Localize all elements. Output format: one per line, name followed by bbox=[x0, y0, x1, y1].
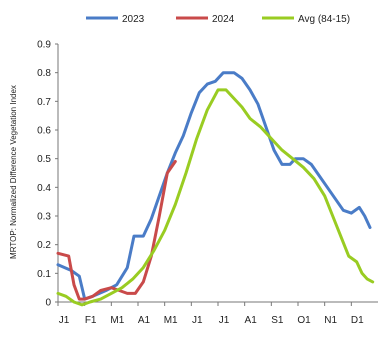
legend-label: 2024 bbox=[212, 14, 235, 25]
x-tick-label: S1 bbox=[271, 315, 284, 326]
y-tick-label: 0.9 bbox=[37, 40, 51, 51]
y-tick-label: 0.1 bbox=[37, 269, 51, 280]
plot-area bbox=[56, 71, 375, 307]
x-tick-label: F1 bbox=[85, 315, 97, 326]
legend: 2023 2024 Avg (84-15) bbox=[86, 14, 350, 25]
x-tick-label: J1 bbox=[59, 315, 70, 326]
legend-label: Avg (84-15) bbox=[298, 14, 350, 25]
y-tick-label: 0 bbox=[45, 298, 51, 309]
y-axis: 0 0.1 0.2 0.3 0.4 0.5 0.6 0.7 0.8 0.9 bbox=[37, 40, 59, 309]
y-tick-label: 0.3 bbox=[37, 212, 51, 223]
legend-label: 2023 bbox=[122, 14, 145, 25]
y-tick-label: 0.7 bbox=[37, 97, 51, 108]
series-line-2 bbox=[56, 160, 177, 301]
x-tick-label: O1 bbox=[297, 315, 311, 326]
x-tick-label: M1 bbox=[164, 315, 178, 326]
y-axis-label: MRTOP: Normalized Difference Vegetation … bbox=[9, 85, 18, 259]
y-tick-label: 0.4 bbox=[37, 183, 51, 194]
y-tick-label: 0.6 bbox=[37, 126, 51, 137]
x-tick-label: J1 bbox=[219, 315, 230, 326]
x-tick-label: A1 bbox=[245, 315, 258, 326]
x-tick-label: M1 bbox=[110, 315, 124, 326]
x-tick-label: A1 bbox=[138, 315, 151, 326]
x-tick-label: D1 bbox=[351, 315, 364, 326]
y-tick-label: 0.2 bbox=[37, 240, 51, 251]
y-tick-label: 0.5 bbox=[37, 154, 51, 165]
x-axis: J1 F1 M1 A1 M1 J1 J1 A1 S1 O1 N1 D1 bbox=[57, 301, 378, 326]
series-line-1 bbox=[56, 71, 372, 301]
x-tick-label: N1 bbox=[324, 315, 337, 326]
y-tick-label: 0.8 bbox=[37, 68, 51, 79]
series-line-3 bbox=[56, 88, 375, 307]
x-tick-label: J1 bbox=[192, 315, 203, 326]
